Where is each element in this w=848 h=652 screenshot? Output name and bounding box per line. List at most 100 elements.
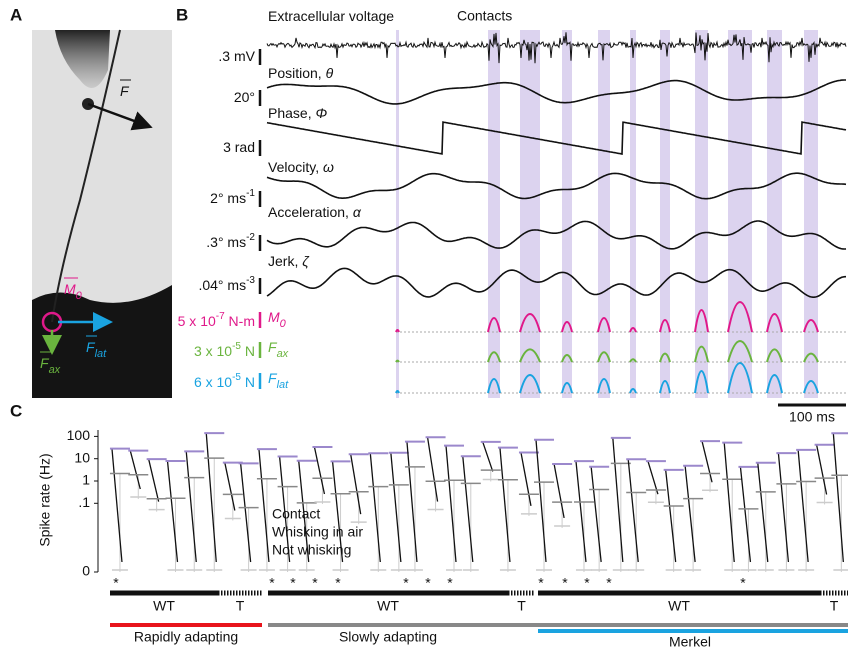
force-trace [597, 378, 611, 394]
force-trace [519, 348, 541, 363]
text-part: F [86, 339, 96, 355]
contact-band [660, 30, 670, 398]
trace-label: Jerk, ζ [268, 253, 310, 269]
trace-label: Phase, Φ [268, 105, 327, 121]
neuron-line [553, 463, 565, 519]
neuron-line [426, 437, 439, 502]
neuron-line [185, 451, 197, 563]
trace [266, 172, 847, 200]
force-trace [487, 317, 501, 333]
text-part: ax [277, 348, 289, 360]
y-tick-label: 0 [82, 563, 90, 579]
moment-label: M0 [64, 281, 83, 302]
text-part: 20° [234, 89, 255, 105]
class-label: Rapidly adapting [134, 629, 238, 645]
force-trace [629, 388, 637, 394]
group-label: T [236, 598, 245, 614]
trace-label: Velocity, ω [268, 159, 334, 175]
trace-scale: 2° ms-1 [210, 188, 255, 206]
neuron-line [313, 446, 326, 495]
force-trace [519, 374, 541, 394]
text-part: 0 [76, 290, 83, 302]
trace [266, 32, 847, 64]
neuron-line [111, 448, 123, 563]
force-trace [395, 390, 400, 394]
neuron-line [369, 453, 381, 563]
neuron-line [739, 466, 752, 563]
text-part: N-m [225, 313, 255, 329]
text-part: N [241, 374, 255, 390]
axial-label: Fax [40, 355, 61, 376]
text-part: -5 [232, 341, 241, 352]
force-trace [487, 351, 501, 363]
neuron-line [647, 460, 659, 495]
force-symbol: M0 [268, 309, 287, 330]
neuron-line [499, 447, 511, 563]
neuron-line [331, 461, 344, 563]
force-trace [629, 358, 637, 363]
neuron-line [239, 463, 252, 563]
text-part: θ [326, 65, 334, 81]
neuron-line [258, 449, 270, 563]
neuron-line [298, 460, 310, 563]
trace-scale: .3 mV [218, 48, 255, 64]
text-part: M [64, 281, 76, 297]
trace-label: Extracellular voltage [268, 8, 394, 24]
neuron-line [815, 444, 828, 495]
trace-scale: 20° [234, 89, 255, 105]
neuron-line [445, 445, 457, 563]
force-trace [727, 362, 753, 394]
force-trace [659, 319, 671, 333]
significance-marker: * [335, 575, 341, 591]
group-label: T [830, 598, 839, 614]
text-part: ax [49, 364, 61, 376]
neuron-line [777, 453, 790, 563]
text-part: α [353, 204, 362, 220]
contact-band [695, 30, 708, 398]
neuron-line [612, 437, 624, 563]
text-part: F [40, 355, 50, 371]
force-trace [629, 327, 637, 333]
text-part: 0 [280, 318, 287, 330]
neuron-line [665, 469, 677, 563]
contact-band [598, 30, 610, 398]
neuron-line [482, 441, 494, 472]
text-part: -3 [246, 275, 255, 286]
trace [266, 220, 847, 250]
force-scale: 6 x 10-5 N [194, 372, 255, 390]
text-part: 5 x 10 [178, 313, 216, 329]
y-tick-label: 10 [74, 449, 90, 465]
force-trace [803, 352, 819, 363]
significance-marker: * [538, 575, 544, 591]
legend-entry: Whisking in air [272, 524, 363, 540]
trace [266, 121, 847, 155]
trace [266, 267, 846, 298]
force-trace [561, 382, 573, 394]
significance-marker: * [606, 575, 612, 591]
legend-entry: Not whisking [272, 542, 351, 558]
trace-label: Position, θ [268, 65, 334, 81]
whisker-image [32, 29, 172, 398]
neuron-line [723, 442, 735, 563]
legend-entry: Contact [272, 506, 320, 522]
neuron-line [224, 462, 236, 511]
force-scale: 5 x 10-7 N-m [178, 311, 255, 329]
text-part: -2 [246, 232, 255, 243]
force-trace [395, 329, 400, 333]
neuron-line [350, 454, 362, 515]
neuron-line [575, 461, 587, 563]
neuron-line [520, 452, 532, 507]
force-trace [694, 370, 709, 394]
neuron-line [590, 466, 602, 563]
force-symbol: Fax [268, 339, 289, 360]
significance-marker: * [312, 575, 318, 591]
neuron-line [535, 439, 547, 563]
force-trace [395, 359, 400, 363]
text-part: 2° ms [210, 190, 246, 206]
force-trace [561, 321, 573, 333]
force-label: F [120, 83, 130, 99]
neuron-line [832, 433, 844, 563]
neuron-line [627, 459, 639, 563]
neuron-line [129, 450, 141, 490]
text-part: Jerk, [268, 253, 302, 269]
